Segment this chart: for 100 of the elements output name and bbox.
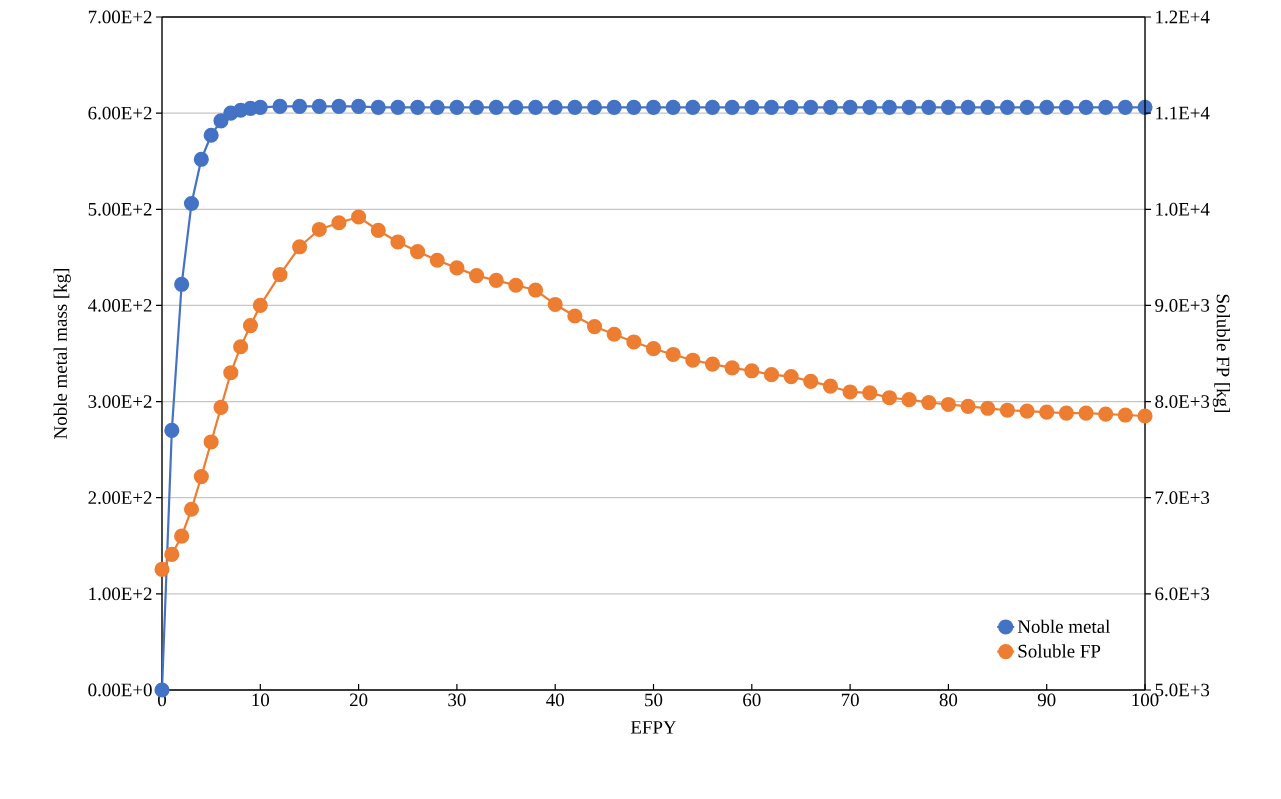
point [351, 209, 367, 225]
point [213, 113, 229, 129]
point [1137, 408, 1153, 424]
point [803, 373, 819, 389]
point [468, 268, 485, 284]
point [449, 99, 465, 115]
point [626, 334, 642, 350]
point [744, 99, 760, 115]
point [586, 99, 603, 115]
y2-tick-label: 8.0E+3 [1155, 395, 1210, 408]
point [183, 195, 200, 212]
y2-tick-label: 7.0E+3 [1155, 491, 1210, 505]
point [272, 267, 288, 283]
x-tick-label: 50 [645, 693, 663, 707]
point [645, 341, 662, 357]
point [223, 365, 239, 381]
point [921, 394, 937, 411]
point [508, 99, 524, 115]
point [488, 99, 504, 115]
y-tick-label: 1.00E+2 [89, 587, 152, 601]
y-tick-label: 7.00E+2 [88, 10, 152, 24]
point [527, 99, 544, 115]
point [881, 390, 898, 406]
point [1078, 405, 1094, 421]
point [999, 99, 1015, 115]
point [783, 99, 799, 115]
point [449, 260, 465, 276]
y-tick-label: 0.00E+0 [88, 683, 152, 697]
point [1019, 403, 1035, 419]
point [370, 222, 386, 239]
point [213, 399, 229, 415]
point [960, 398, 976, 414]
point [203, 434, 219, 450]
point [154, 561, 170, 578]
point [567, 308, 583, 324]
point [292, 98, 308, 114]
point [488, 272, 504, 288]
point [429, 252, 445, 268]
point [429, 99, 445, 115]
point [704, 99, 721, 115]
point [940, 396, 956, 413]
point [164, 546, 180, 563]
point [901, 392, 917, 408]
legend-label: Noble metal [1017, 619, 1110, 633]
x-tick-label: 40 [546, 693, 564, 707]
y-tick-label: 3.00E+2 [88, 395, 152, 408]
point [626, 99, 642, 115]
point [999, 402, 1015, 418]
x-axis-title: EFPY [630, 721, 677, 734]
y-axis-title: Noble metal mass [kg] [53, 268, 71, 439]
y2-tick-label: 1.0E+4 [1156, 202, 1210, 216]
y2-tick-label: 1.1E+4 [1156, 106, 1210, 120]
y2-tick-label: 1.2E+4 [1156, 10, 1210, 24]
point [822, 378, 839, 394]
point [803, 99, 819, 115]
point [311, 98, 327, 114]
legend-label: Soluble FP [1018, 644, 1101, 658]
point [203, 127, 219, 143]
point [822, 99, 839, 115]
point [1078, 99, 1094, 115]
point [174, 276, 190, 292]
point [351, 98, 367, 114]
point [685, 99, 701, 115]
point [242, 318, 259, 334]
point [940, 99, 956, 115]
point [193, 151, 209, 167]
y2-tick-label: 9.0E+3 [1155, 299, 1210, 312]
point [665, 346, 681, 363]
point [744, 363, 760, 379]
point [586, 319, 603, 335]
point [960, 99, 976, 115]
x-tick-label: 60 [743, 693, 761, 707]
point [606, 99, 622, 115]
point [567, 99, 583, 115]
point [842, 99, 858, 115]
point [468, 99, 485, 115]
point [724, 360, 740, 376]
point [331, 98, 347, 114]
point [665, 99, 681, 115]
point [1058, 405, 1074, 421]
x-tick-label: 20 [349, 693, 368, 707]
point [272, 98, 288, 114]
point [252, 99, 268, 115]
point [724, 99, 740, 115]
y2-axis-title: Soluble FP [kg] [1212, 294, 1230, 413]
point [164, 422, 180, 438]
x-tick-label: 70 [841, 693, 859, 707]
point [193, 468, 209, 485]
point [252, 297, 268, 313]
point [331, 215, 347, 231]
point [233, 339, 249, 355]
y-tick-label: 6.00E+2 [88, 106, 152, 120]
point [704, 356, 721, 372]
point [1039, 404, 1055, 420]
point [370, 99, 386, 115]
point [980, 99, 996, 115]
point [292, 239, 308, 255]
x-tick-label: 10 [252, 693, 270, 707]
point [1117, 99, 1133, 115]
point [527, 282, 544, 298]
